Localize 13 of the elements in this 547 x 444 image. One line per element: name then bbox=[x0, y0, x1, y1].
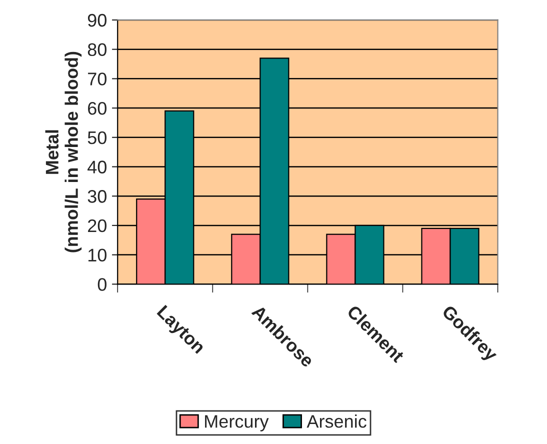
y-tick-label: 80 bbox=[88, 43, 106, 56]
y-tick-label: 50 bbox=[88, 131, 106, 144]
y-tick-label: 20 bbox=[88, 219, 106, 232]
y-tick-label: 90 bbox=[88, 14, 106, 27]
y-tick-label: 10 bbox=[88, 248, 106, 262]
y-tick-label: 30 bbox=[88, 190, 106, 203]
y-tick-label: 70 bbox=[88, 72, 106, 86]
y-tick-label: 60 bbox=[88, 102, 106, 115]
y-tick-label: 40 bbox=[88, 160, 106, 174]
legend-label: Mercury bbox=[205, 415, 269, 432]
legend-label: Arsenic bbox=[306, 414, 366, 428]
y-axis-title: Metal (nmol/L in whole blood) bbox=[45, 52, 82, 252]
y-tick-label: 0 bbox=[98, 278, 106, 291]
